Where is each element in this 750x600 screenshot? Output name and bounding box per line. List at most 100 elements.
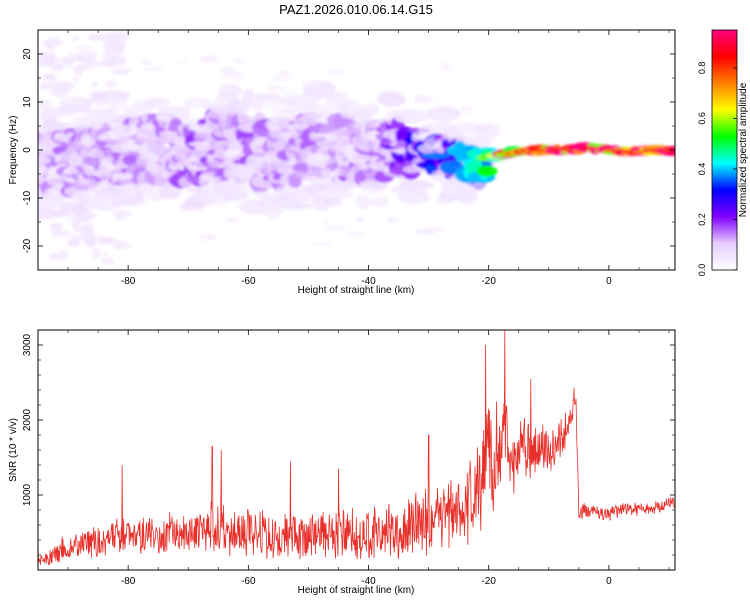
spectrogram-cell [87,97,96,103]
spectrogram-cell [38,99,54,111]
spectrogram-cell [38,153,45,160]
spectrogram-cell [411,134,420,142]
spectrogram-cell [89,91,100,97]
spectrogram-cell [198,233,213,242]
spectrogram-cell [180,106,193,111]
colorbar-tick-label: 0.6 [697,112,707,125]
spectrogram-cell [254,93,282,101]
colorbar [711,29,738,271]
spectrogram-cell [412,95,432,103]
spectrogram-cell [79,135,89,140]
spectrogram-cell [203,176,222,182]
spectrogram-cell [110,172,118,184]
spectrogram-cell [345,231,366,237]
spectrogram-cell [101,257,115,266]
chart-title: PAZ1.2026.010.06.14.G15 [279,2,433,17]
spectrogram-x-axis-label: Height of straight line (km) [298,285,415,296]
spectrogram-cell [322,219,331,224]
spectrogram-cell [112,210,133,218]
spectrogram-cell [72,76,80,83]
spectrogram-cell [77,194,90,207]
spectrogram-cell [58,122,72,128]
y-tick-label: -10 [22,190,33,205]
spectrogram-cell [77,173,84,182]
snr-plot [38,330,675,566]
spectrogram-cell [330,194,351,199]
spectrogram-cell [155,115,171,122]
colorbar-tick-label: 0.4 [697,163,707,176]
colorbar-tick-label: 0.8 [697,62,707,75]
spectrogram-cell [61,58,75,63]
spectrogram-cell [38,205,54,214]
spectrogram-cell [355,216,365,222]
spectrogram-cell [355,194,370,210]
spectrogram-cell [412,191,427,198]
snr-y-axis-label: SNR (10 * v/v) [8,418,19,482]
spectrogram-cell [113,239,126,249]
spectrogram-cell [167,166,185,170]
spectrogram-cell [199,55,220,63]
spectrogram-cell [38,173,44,185]
spectrogram-cell [440,62,453,72]
spectrogram-cell [140,113,148,123]
spectrogram-cell [311,241,334,246]
spectrogram-cell [113,91,131,101]
spectrogram-cell [300,80,322,88]
spectrogram-cell [107,98,128,110]
spectrogram-cell [128,144,148,153]
spectrogram-cell [221,71,245,78]
spectrogram-cell [79,49,99,59]
x-tick-label: -80 [121,576,136,587]
spectrogram-cell [287,202,314,210]
spectrogram-cell [266,84,288,91]
spectrogram-cell [91,82,99,87]
colorbar-label: Normalized spectral amplitude [738,82,749,217]
spectrogram-cell [324,224,348,232]
spectrogram-cell [96,183,109,190]
x-tick-label: -20 [481,576,496,587]
spectrogram-cell [476,165,498,177]
spectrogram-cell [280,131,300,139]
spectrogram-cell [84,237,97,247]
spectrogram-cell [222,150,239,158]
spectrogram-cell [54,132,62,139]
spectrogram-cell [460,105,473,114]
y-tick-label: 0 [22,147,33,153]
x-tick-label: -20 [481,276,496,287]
spectrogram-cell [72,35,79,41]
spectrogram-cell [458,187,478,205]
spectrogram-cell [141,59,152,66]
spectrogram-cell [311,133,328,138]
spectrogram-cell [116,172,134,180]
spectrogram-cell [48,197,65,208]
snr-y-ticks: 1000 2000 3000 [22,329,675,571]
spectrogram-cell [96,110,115,118]
y-tick-label: -20 [22,238,33,253]
spectrogram-cell [113,163,122,175]
y-tick-label: 20 [22,48,33,60]
spectrogram-cell [75,44,93,51]
y-tick-label: 10 [22,96,33,108]
spectrogram-cell [222,190,249,202]
spectrogram-cell [50,222,64,230]
spectrogram-cell [340,95,350,101]
spectrogram-cell [415,228,436,235]
spectrogram-cell [421,152,450,159]
spectrogram-cell [192,141,211,146]
spectrogram-cell [194,166,208,171]
spectrogram-cell [386,216,399,223]
spectrogram-y-ticks: -20 -10 0 10 20 [22,29,675,271]
spectrogram-y-axis-label: Frequency (Hz) [8,116,19,185]
spectrogram-cell [97,236,115,245]
spectrogram-cell [91,246,100,257]
spectrogram-cell [130,128,138,134]
spectrogram-cell [42,156,52,165]
spectrogram-cell [144,67,165,71]
spectrogram-cell [49,253,59,260]
spectrogram-cell [366,105,378,112]
spectrogram-cell [77,60,92,72]
spectrogram-x-ticks: -80 -60 -40 -20 0 [37,30,670,287]
spectrogram-cell [103,130,119,140]
spectrogram-cell [41,54,57,64]
